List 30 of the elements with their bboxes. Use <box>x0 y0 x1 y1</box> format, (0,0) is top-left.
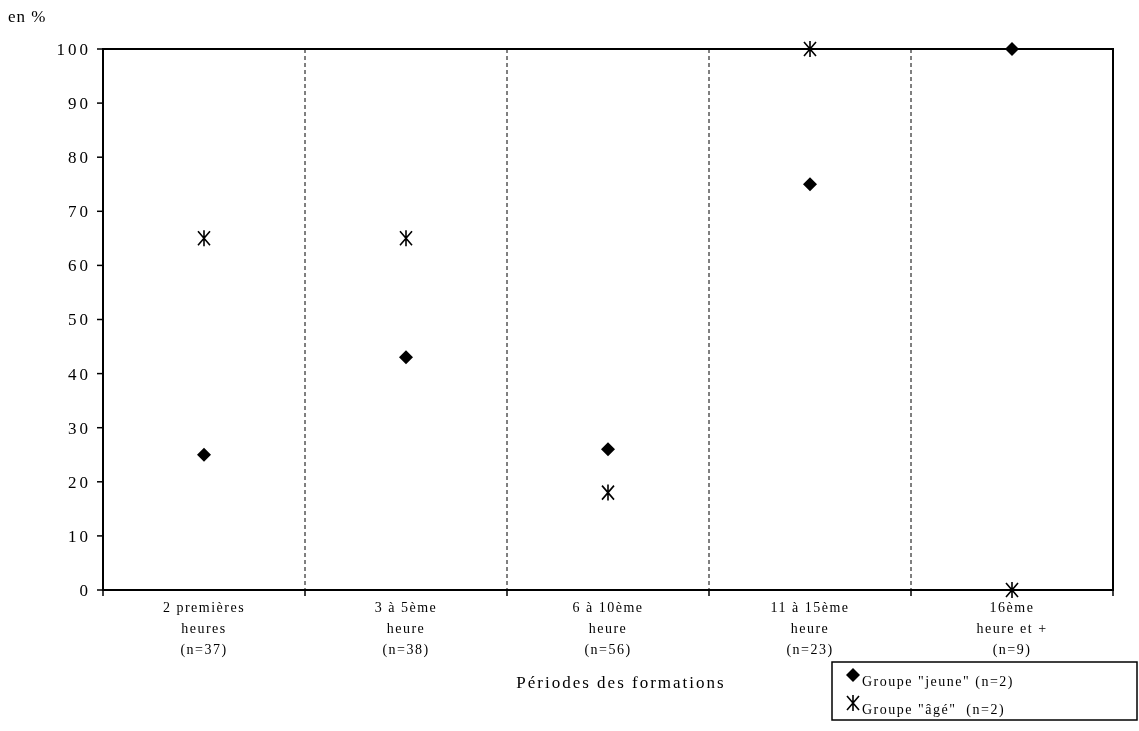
x-axis-title: Périodes des formations <box>516 673 726 692</box>
legend-label: Groupe "âgé" (n=2) <box>862 702 1006 718</box>
y-tick-label: 50 <box>68 310 91 330</box>
point <box>197 229 211 248</box>
y-tick-label: 90 <box>68 94 91 114</box>
legend-label: Groupe "jeune" (n=2) <box>862 674 1014 690</box>
point <box>803 40 817 58</box>
y-tick-label: 60 <box>68 256 91 276</box>
y-tick-label: 20 <box>68 472 91 492</box>
y-tick-label: 100 <box>56 39 91 59</box>
point <box>197 447 211 462</box>
point <box>399 229 413 248</box>
y-tick-label: 10 <box>68 526 91 546</box>
point <box>601 483 615 502</box>
point <box>803 177 817 192</box>
y-axis-title: en % <box>8 7 47 26</box>
x-tick-label: 11 à 15ème heure (n=23) <box>770 600 850 658</box>
point <box>1005 581 1019 599</box>
y-tick-label: 40 <box>68 364 91 384</box>
y-tick-label: 0 <box>79 580 91 600</box>
point <box>601 442 615 457</box>
y-tick-label: 80 <box>68 148 91 168</box>
x-tick-label: 6 à 10ème heure (n=56) <box>572 600 644 658</box>
x-tick-label: 2 premières heures (n=37) <box>162 600 246 658</box>
x-tick-label: 3 à 5ème heure (n=38) <box>374 600 438 658</box>
point <box>399 350 413 365</box>
x-tick-label: 16ème heure et + (n=9) <box>976 600 1048 658</box>
y-tick-label: 70 <box>68 202 91 222</box>
y-tick-label: 30 <box>68 418 91 438</box>
point <box>1005 42 1019 56</box>
